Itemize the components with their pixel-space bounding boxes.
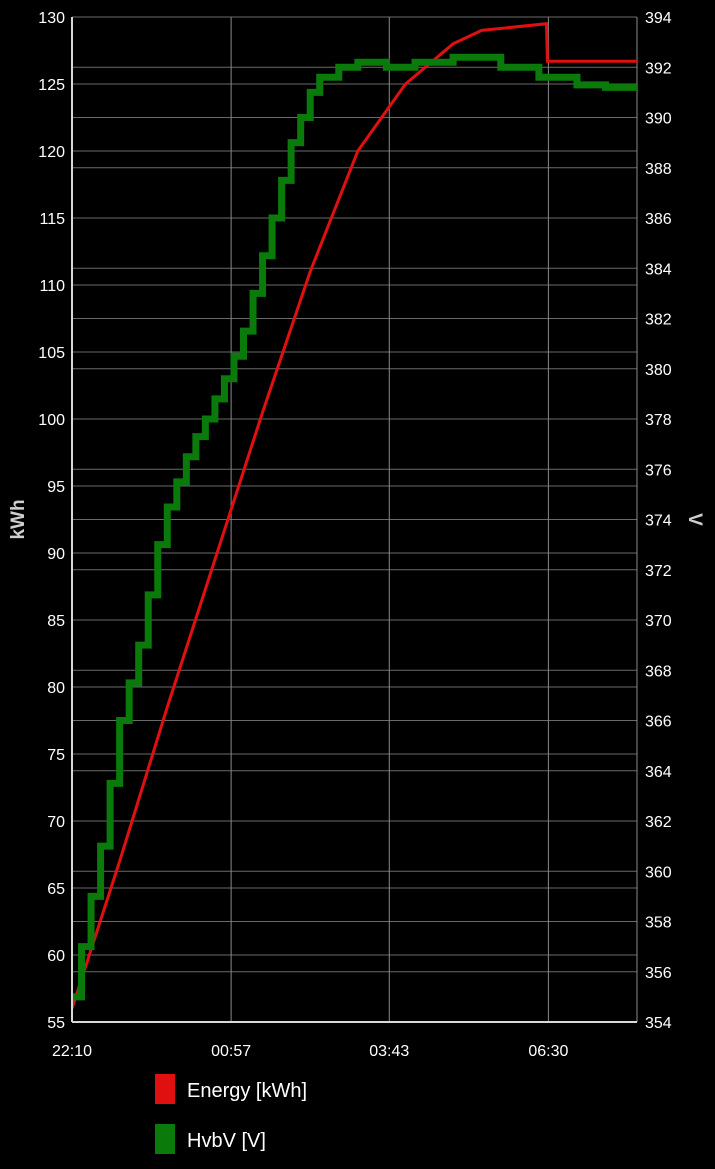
x-tick-label: 00:57 — [211, 1043, 251, 1060]
y-left-tick-label: 85 — [47, 613, 65, 630]
y-right-tick-label: 374 — [645, 513, 672, 530]
y-right-tick-label: 392 — [645, 60, 672, 77]
y-right-tick-label: 382 — [645, 312, 672, 329]
y-right-tick-label: 386 — [645, 211, 672, 228]
y-right-tick-label: 368 — [645, 663, 672, 680]
y-right-tick-label: 362 — [645, 814, 672, 831]
legend: Energy [kWh] HvbV [V] — [155, 1074, 307, 1154]
y-left-tick-label: 80 — [47, 680, 65, 697]
legend-swatch-1 — [155, 1124, 175, 1154]
series-layer — [70, 22, 637, 1010]
y-right-tick-label: 378 — [645, 412, 672, 429]
series-line-1 — [72, 53, 637, 1001]
y-left-tick-label: 105 — [38, 345, 65, 362]
legend-label-0: Energy [kWh] — [187, 1080, 307, 1102]
y-left-tick-label: 75 — [47, 747, 65, 764]
y-right-tick-label: 358 — [645, 915, 672, 932]
y-right-tick-label: 356 — [645, 965, 672, 982]
series-line-0 — [70, 22, 637, 1010]
y-right-tick-label: 388 — [645, 161, 672, 178]
y-right-tick-label: 354 — [645, 1015, 672, 1032]
y-right-tick-label: 384 — [645, 261, 672, 278]
axis-layer: 55 60 65 70 75 80 85 90 95 100 105 110 115 120 125 130 3… — [8, 10, 705, 1060]
y-left-axis-title: kWh — [8, 499, 29, 539]
legend-label-1: HvbV [V] — [187, 1130, 266, 1152]
y-left-tick-label: 60 — [47, 948, 65, 965]
y-right-tick-label: 360 — [645, 864, 672, 881]
y-right-tick-label: 380 — [645, 362, 672, 379]
y-right-tick-label: 372 — [645, 563, 672, 580]
y-right-axis-title: V — [684, 513, 705, 526]
y-left-tick-label: 95 — [47, 479, 65, 496]
y-left-tick-label: 90 — [47, 546, 65, 563]
x-tick-label: 03:43 — [369, 1043, 409, 1060]
y-left-tick-label: 115 — [39, 211, 65, 228]
y-right-tick-label: 366 — [645, 714, 672, 731]
legend-swatch-0 — [155, 1074, 175, 1104]
y-right-tick-label: 394 — [645, 10, 672, 27]
y-left-tick-label: 55 — [47, 1015, 65, 1032]
grid-layer — [71, 16, 638, 1023]
y-right-tick-label: 390 — [645, 111, 672, 128]
x-tick-label: 06:30 — [528, 1043, 568, 1060]
y-right-tick-label: 376 — [645, 462, 672, 479]
y-right-tick-label: 364 — [645, 764, 672, 781]
y-left-tick-label: 125 — [38, 77, 65, 94]
y-left-tick-label: 110 — [39, 278, 65, 295]
y-right-tick-label: 370 — [645, 613, 672, 630]
y-left-tick-label: 120 — [38, 144, 65, 161]
y-left-tick-label: 70 — [47, 814, 65, 831]
x-tick-label: 22:10 — [52, 1043, 92, 1060]
y-left-tick-label: 65 — [47, 881, 65, 898]
y-left-tick-label: 130 — [38, 10, 65, 27]
y-left-tick-label: 100 — [38, 412, 65, 429]
